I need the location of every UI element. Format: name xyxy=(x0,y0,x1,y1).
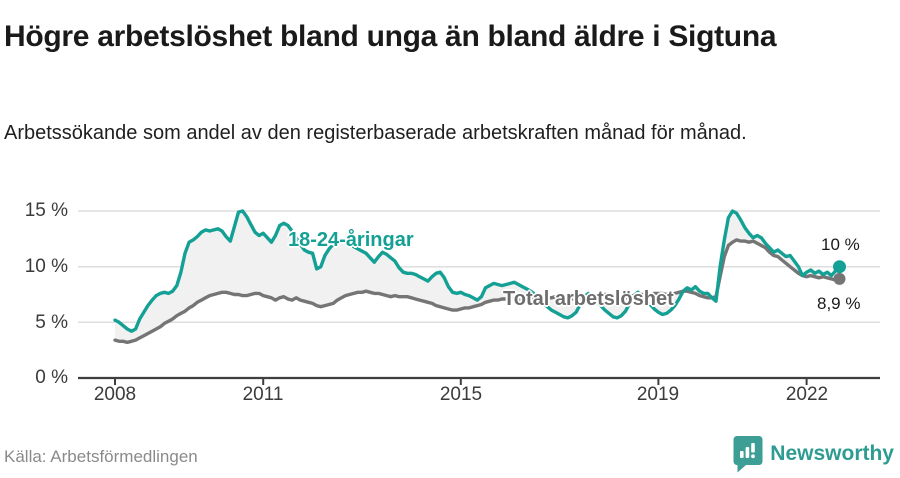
newsworthy-wordmark: Newsworthy xyxy=(770,442,894,465)
newsworthy-bubble-barchart-icon xyxy=(733,435,763,473)
y-axis-tick-15: 15 % xyxy=(24,200,68,221)
x-axis-tick-2011: 2011 xyxy=(242,384,284,405)
end-value-total: 8,9 % xyxy=(817,294,861,313)
x-axis-tick-2008: 2008 xyxy=(93,384,137,405)
y-axis-tick-10: 10 % xyxy=(24,256,68,277)
x-axis-tick-2022: 2022 xyxy=(785,384,829,405)
x-axis-tick-2015: 2015 xyxy=(439,384,483,405)
newsworthy-logo: Newsworthy xyxy=(733,435,894,473)
chart-subtitle: Arbetssökande som andel av den registerb… xyxy=(4,122,747,144)
series-label-youth: 18-24-åringar xyxy=(288,229,414,251)
series-label-total: Total arbetslöshet xyxy=(503,288,674,310)
source-note: Källa: Arbetsförmedlingen xyxy=(4,447,198,466)
x-axis-tick-2019: 2019 xyxy=(636,384,680,405)
end-value-youth: 10 % xyxy=(821,235,860,254)
chart-title: Högre arbetslöshet bland unga än bland ä… xyxy=(4,20,777,54)
y-axis-tick-5: 5 % xyxy=(35,312,68,333)
y-axis-tick-0: 0 % xyxy=(35,367,68,388)
